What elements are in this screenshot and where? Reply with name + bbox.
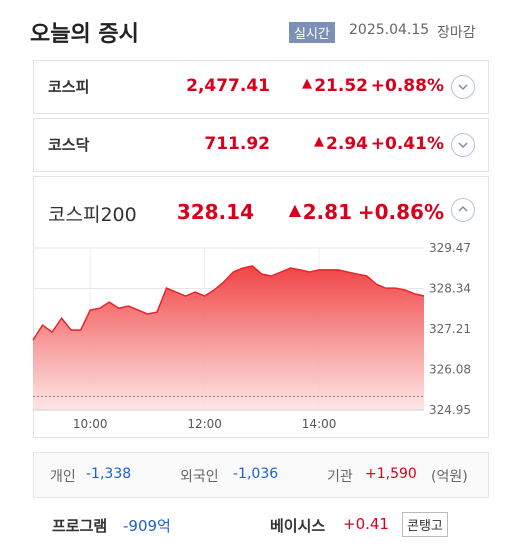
y-tick-label: 324.95 [429,403,471,417]
index-rate: +0.86% [357,200,444,224]
y-tick-label: 328.34 [429,282,471,296]
index-change: 21.52 [314,76,368,96]
index-value: 2,477.41 [186,76,270,96]
expand-button[interactable] [451,75,475,99]
basis-value: +0.41 [343,515,389,533]
date: 2025.04.15 [349,22,430,38]
investor-value: -1,338 [86,466,132,482]
basis-state[interactable]: 콘탱고 [402,512,448,537]
expand-button[interactable] [451,133,475,157]
index-change: 2.94 [326,134,368,154]
index-row [33,118,489,172]
up-arrow: ▲ [302,76,312,91]
investor-value: -1,036 [233,466,279,482]
y-tick-label: 329.47 [429,241,471,255]
index-row [33,60,489,114]
y-tick-label: 326.08 [429,363,471,377]
up-arrow: ▲ [314,134,324,149]
investor-label: 기관 [327,469,353,485]
investor-box [33,452,489,498]
index-name: 코스피 [48,78,90,96]
chart: 324.95 326.08 327.21 328.34 329.47 10:00 12:00… [32,241,471,431]
x-tick-label: 12:00 [187,417,222,431]
program-label: 프로그램 [52,517,108,535]
title: 오늘의 증시 [30,22,139,47]
index-rate: +0.41% [370,134,444,154]
index-name: 코스닥 [48,136,90,154]
x-tick-label: 10:00 [73,417,108,431]
investor-value: +1,590 [365,466,417,482]
up-arrow: ▲ [288,200,301,219]
investor-label: 외국인 [180,469,219,485]
x-tick-label: 14:00 [302,417,337,431]
index-change: 2.81 [302,200,352,224]
basis-label: 베이시스 [270,517,326,535]
area [33,265,424,410]
program-value: -909억 [123,517,171,535]
line [32,265,425,341]
expand-button[interactable] [451,198,475,222]
index-value: 711.92 [204,134,270,154]
index-rate: +0.88% [370,76,444,96]
status: 장마감 [437,25,476,41]
investor-unit: (억원) [431,469,468,485]
investor-label: 개인 [50,469,76,485]
index-name: 코스피200 [48,204,137,226]
badge: 실시간 [289,22,335,43]
y-tick-label: 327.21 [429,322,471,336]
index-value: 328.14 [176,200,254,224]
chart-box [33,176,489,438]
